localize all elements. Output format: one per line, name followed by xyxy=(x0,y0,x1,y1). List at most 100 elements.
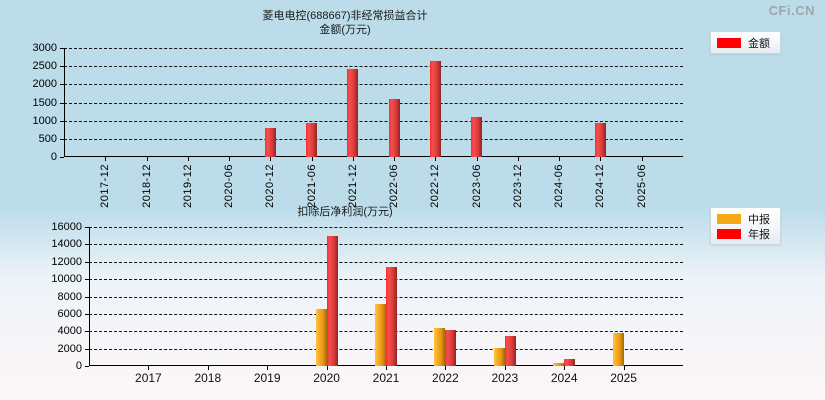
top-chart-subtitle: 金额(万元) xyxy=(319,24,371,36)
y-tick-mark xyxy=(60,157,64,158)
x-axis-label: 2017 xyxy=(135,371,162,385)
x-tick-mark xyxy=(105,157,107,161)
legend-swatch-interim-icon xyxy=(717,213,741,224)
y-axis-label: 2500 xyxy=(32,60,57,73)
x-tick-mark xyxy=(445,366,447,370)
gridline xyxy=(64,138,683,140)
bar-金额-2021-12 xyxy=(347,68,359,157)
y-tick-mark xyxy=(85,296,89,298)
gridline xyxy=(64,48,683,49)
x-axis-label: 2022-12 xyxy=(429,164,442,208)
x-tick-mark xyxy=(476,157,478,161)
y-axis-label: 12000 xyxy=(51,255,82,268)
x-axis-label: 2024-12 xyxy=(594,164,607,208)
x-axis-label: 2019 xyxy=(253,371,281,385)
legend-label-annual: 年报 xyxy=(748,228,770,241)
y-axis-label: 3000 xyxy=(32,42,57,54)
x-axis-label: 2021 xyxy=(372,371,400,385)
x-tick-mark xyxy=(504,366,506,370)
bar-中报-2023 xyxy=(493,347,505,366)
legend-item-annual: 年报 xyxy=(717,226,770,241)
top-chart-x-axis xyxy=(64,156,683,157)
gridline xyxy=(89,244,683,246)
y-tick-mark xyxy=(85,366,89,367)
y-axis-label: 0 xyxy=(75,360,82,372)
x-tick-mark xyxy=(559,157,561,161)
gridline xyxy=(64,102,683,104)
legend-label-amount: 金额 xyxy=(748,37,770,50)
x-axis-label: 2023-12 xyxy=(511,164,524,208)
x-axis-label: 2025-06 xyxy=(635,164,648,208)
top-chart-legend: 金额 xyxy=(710,31,781,54)
y-axis-label: 500 xyxy=(38,132,57,145)
legend-item-amount: 金额 xyxy=(717,35,770,50)
bar-中报-2021 xyxy=(375,304,386,366)
y-tick-mark xyxy=(85,331,89,333)
x-axis-label: 2020-06 xyxy=(223,164,236,208)
gridline xyxy=(64,120,683,122)
x-axis-label: 2024-06 xyxy=(553,164,566,208)
x-tick-mark xyxy=(641,157,643,161)
x-axis-label: 2020 xyxy=(313,371,340,385)
bar-中报-2024 xyxy=(553,362,565,366)
y-tick-mark xyxy=(60,138,64,140)
x-tick-mark xyxy=(517,157,519,161)
bar-年报-2024 xyxy=(564,359,576,366)
legend-swatch-annual-icon xyxy=(717,228,741,239)
x-tick-mark xyxy=(623,366,625,370)
x-tick-mark xyxy=(187,157,189,161)
y-axis-label: 2000 xyxy=(32,78,57,91)
x-tick-mark xyxy=(146,157,148,161)
x-axis-label: 2021-12 xyxy=(346,164,359,208)
bar-年报-2020 xyxy=(326,236,338,366)
x-axis-label: 2017-12 xyxy=(99,164,112,208)
bar-中报-2025 xyxy=(612,333,624,366)
x-tick-mark xyxy=(270,157,272,161)
gridline xyxy=(64,84,683,86)
x-tick-mark xyxy=(386,366,387,370)
top-chart-title: 菱电电控(688667)非经常损益合计 xyxy=(262,10,428,22)
y-tick-mark xyxy=(85,261,89,263)
y-tick-mark xyxy=(60,48,64,49)
legend-swatch-amount-icon xyxy=(717,37,741,48)
x-axis-label: 2020-12 xyxy=(264,164,277,208)
x-tick-mark xyxy=(311,157,313,161)
x-axis-label: 2024 xyxy=(550,371,578,385)
bar-金额-2021-06 xyxy=(306,123,318,157)
bar-中报-2022 xyxy=(434,328,446,366)
bar-金额-2024-12 xyxy=(594,123,606,157)
x-axis-label: 2022 xyxy=(432,371,459,385)
y-axis-label: 2000 xyxy=(57,342,82,355)
bar-年报-2021 xyxy=(386,266,397,366)
y-tick-mark xyxy=(85,244,89,246)
x-axis-label: 2025 xyxy=(610,371,637,385)
bottom-chart-title: 扣除后净利润(万元) xyxy=(297,206,393,218)
y-tick-mark xyxy=(85,279,89,281)
gridline xyxy=(64,66,683,68)
y-tick-mark xyxy=(60,120,64,122)
x-axis-label: 2018-12 xyxy=(140,164,153,208)
y-axis-label: 14000 xyxy=(51,238,82,251)
bar-年报-2022 xyxy=(445,330,457,366)
x-axis-label: 2023 xyxy=(491,371,519,385)
legend-label-interim: 中报 xyxy=(748,213,770,226)
x-tick-mark xyxy=(600,157,602,161)
gridline xyxy=(89,227,683,228)
y-tick-mark xyxy=(85,313,89,315)
x-axis-label: 2023-06 xyxy=(470,164,483,208)
bar-年报-2023 xyxy=(504,336,516,366)
x-tick-mark xyxy=(352,157,354,161)
bar-金额-2022-06 xyxy=(388,99,400,157)
y-tick-mark xyxy=(85,348,89,350)
legend-item-interim: 中报 xyxy=(717,211,770,226)
y-axis-label: 6000 xyxy=(57,307,82,320)
x-axis-label: 2021-06 xyxy=(305,164,318,208)
y-axis-label: 16000 xyxy=(51,221,82,233)
top-chart-plot: 0 500 1000 1500 2000 2500 3000 2017-12 2018-12 20… xyxy=(33,42,683,208)
y-tick-mark xyxy=(60,102,64,104)
y-axis-label: 1000 xyxy=(32,114,57,127)
x-axis-label: 2022-06 xyxy=(388,164,401,208)
x-tick-mark xyxy=(326,366,328,370)
bar-金额-2022-12 xyxy=(429,60,441,157)
